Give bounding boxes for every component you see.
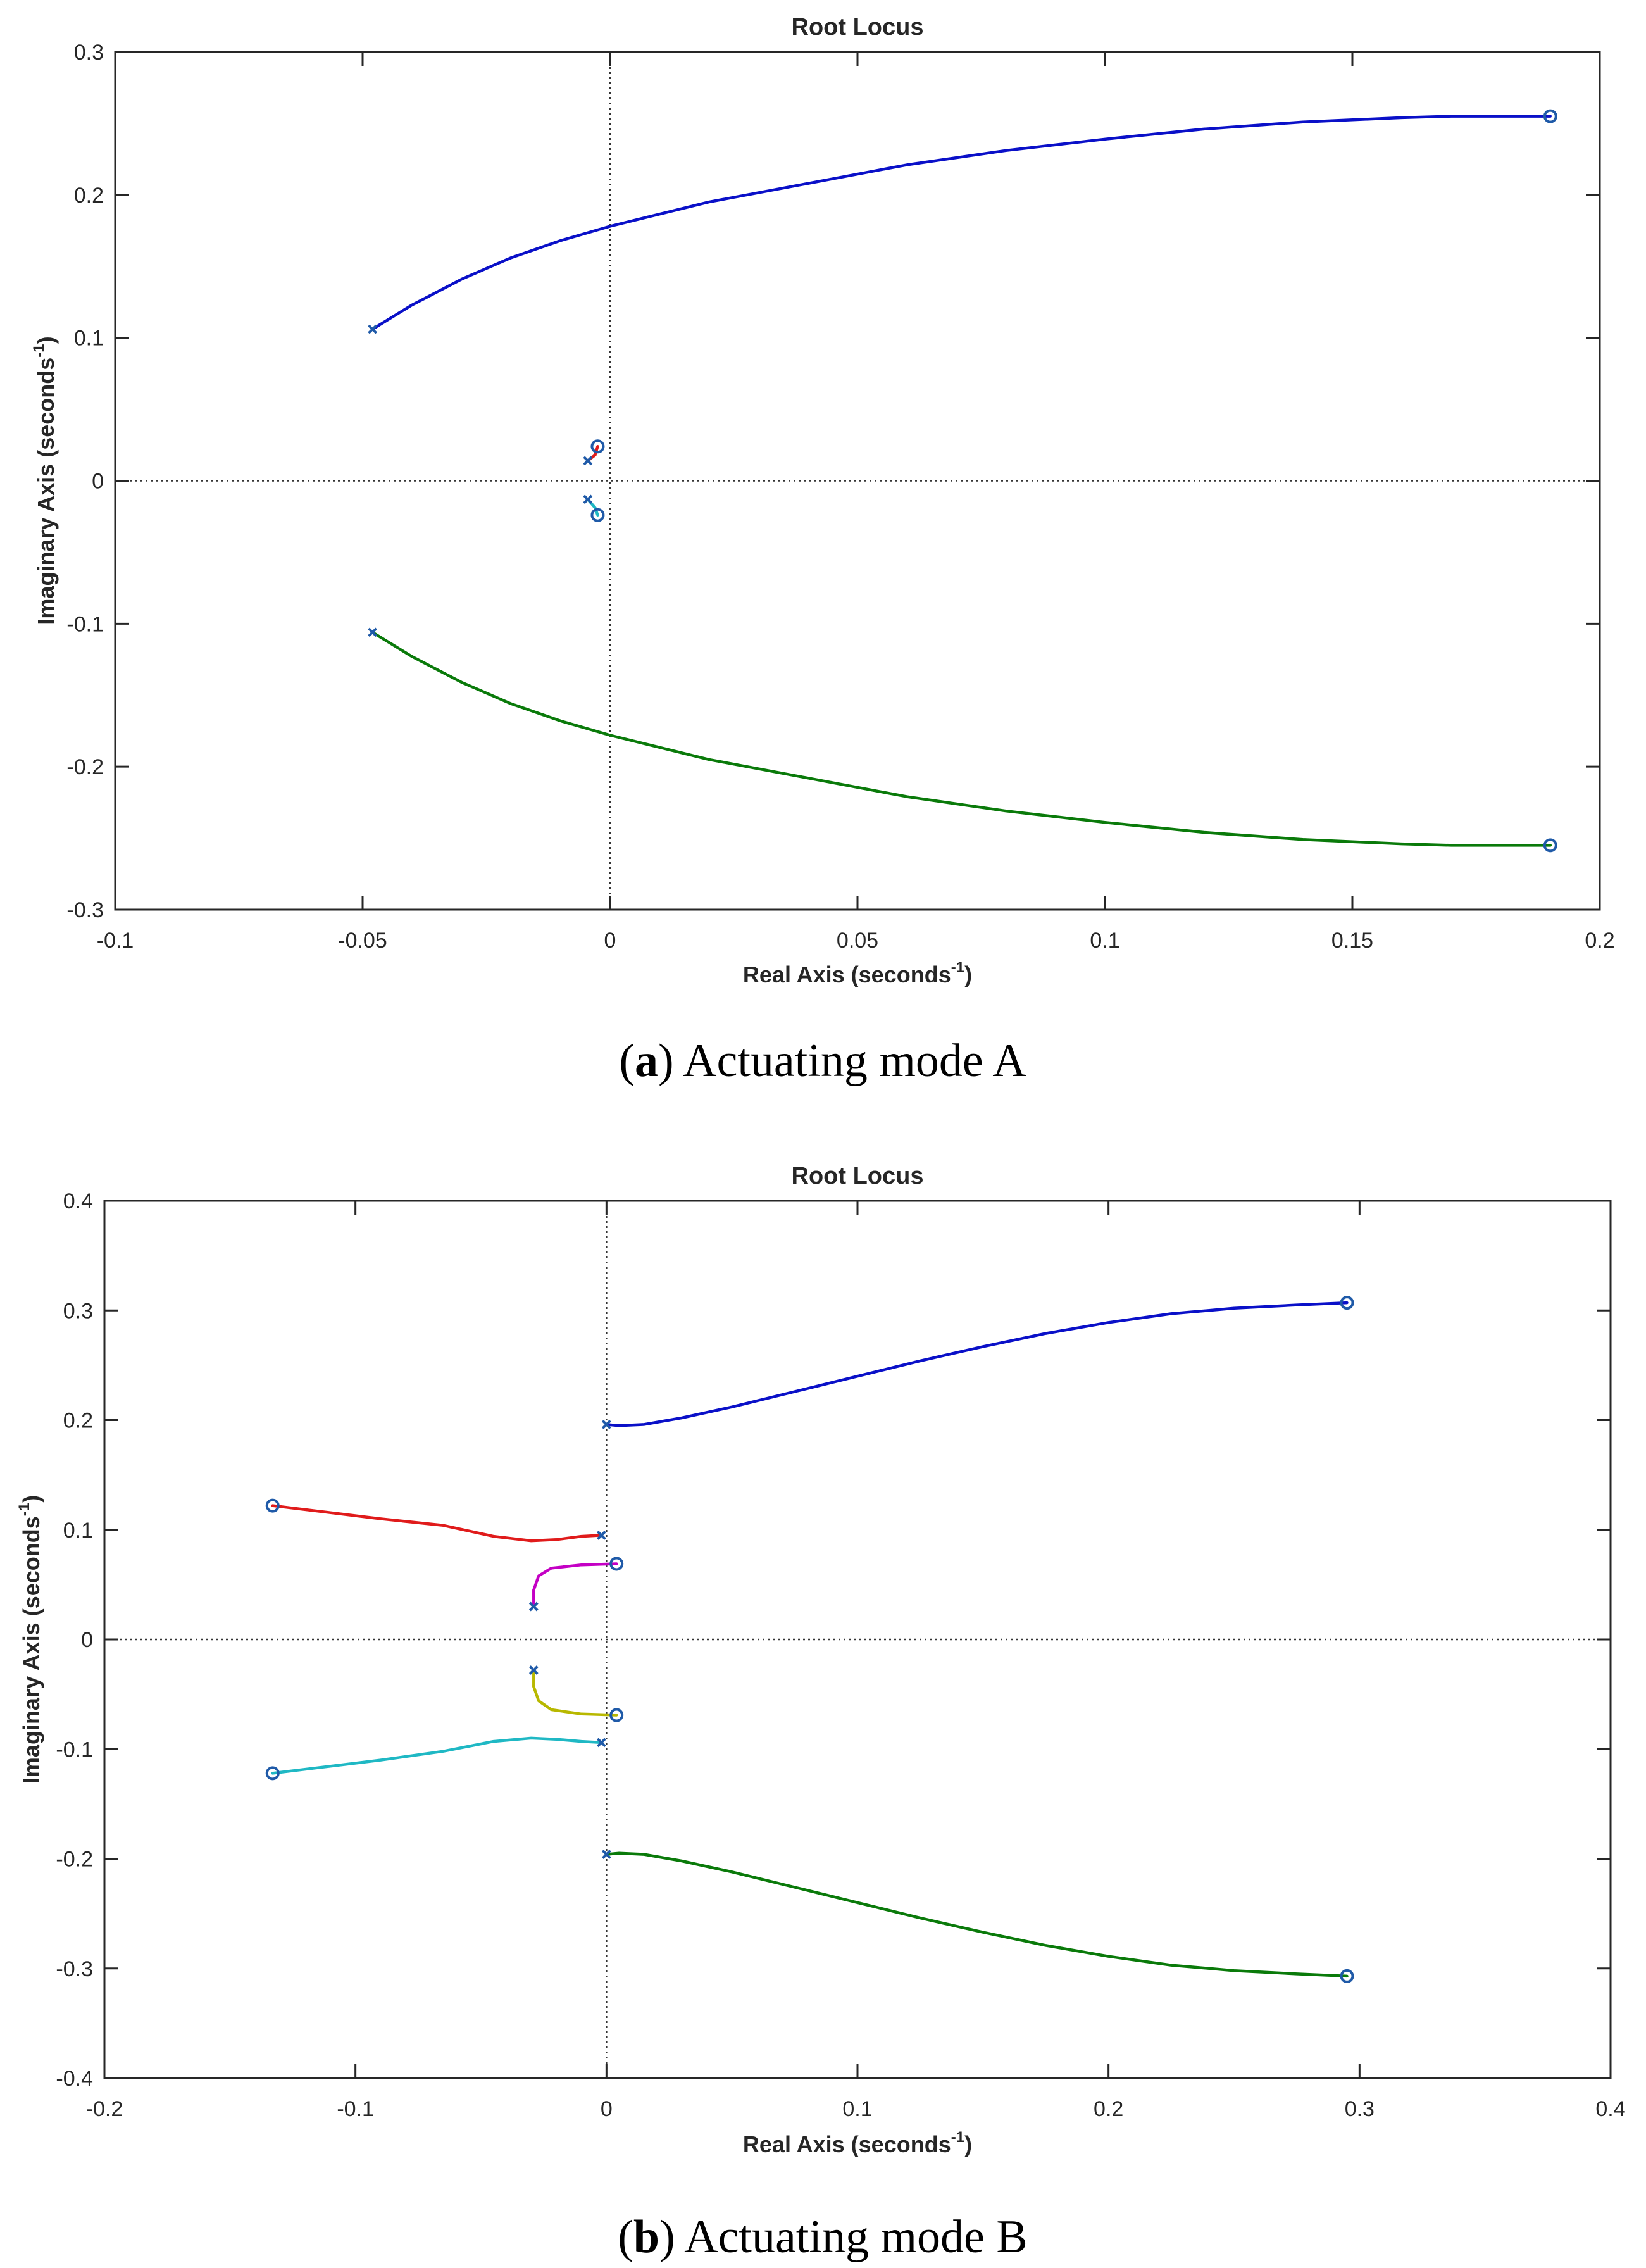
locus-branch-3 <box>532 1562 618 1608</box>
chart-2: -0.2 -0.1 0 0.1 0.2 0.3 0.4 -0.4 -0.3 -0.2 -0.1 0 0.… <box>16 1163 1626 2263</box>
caption-open: ( <box>618 2211 633 2263</box>
caption-open: ( <box>619 1035 635 1087</box>
y-tick-label: -0.2 <box>56 1848 93 1872</box>
zero-marker <box>609 1557 624 1571</box>
x-axis-label-sup: -1 <box>951 2129 964 2146</box>
caption-close: ) <box>659 2211 684 2263</box>
caption-text: Actuating mode A <box>683 1035 1026 1087</box>
zero-marker <box>1543 838 1557 853</box>
x-tick-label: 0 <box>604 929 616 953</box>
y-axis-label-sup: -1 <box>30 344 47 357</box>
y-axis-label: Imaginary Axis (seconds-1) <box>16 1495 44 1784</box>
y-axis-label-text: Imaginary Axis (seconds <box>18 1516 44 1784</box>
pole-marker <box>596 1738 606 1748</box>
caption-letter: b <box>633 2211 659 2263</box>
y-tick-label: -0.4 <box>56 2067 93 2091</box>
chart-title: Root Locus <box>792 14 924 41</box>
x-tick-label: 0.3 <box>1345 2097 1375 2121</box>
x-tick-label: 0.15 <box>1331 929 1373 953</box>
y-tick-label: 0.2 <box>74 184 104 208</box>
caption-letter: a <box>635 1035 658 1087</box>
zero-marker <box>590 439 605 454</box>
x-axis-label: Real Axis (seconds-1) <box>743 959 972 987</box>
chart-1: -0.1 -0.05 0 0.05 0.1 0.15 0.2 -0.3 -0.2 -0.1 0 0.1… <box>30 14 1615 1087</box>
y-tick-label: -0.1 <box>66 612 104 636</box>
x-tick-label: 0.4 <box>1595 2097 1625 2121</box>
y-axis-label-text: Imaginary Axis (seconds <box>33 358 59 625</box>
x-tick-label: 0.1 <box>842 2097 872 2121</box>
pole-marker <box>368 627 378 637</box>
x-tick-label: 0.1 <box>1090 929 1119 953</box>
locus-branch-2 <box>271 1504 603 1543</box>
figure-caption: (a) Actuating mode A <box>619 1035 1026 1087</box>
x-tick-label: -0.05 <box>338 929 387 953</box>
x-axis-label-close: ) <box>964 2131 972 2157</box>
y-tick-label: 0.4 <box>63 1189 93 1213</box>
zero-marker <box>1340 1296 1354 1310</box>
y-axis-label: Imaginary Axis (seconds-1) <box>30 336 59 625</box>
pole-marker <box>601 1420 611 1429</box>
x-tick-label: -0.2 <box>86 2097 123 2121</box>
y-tick-label: 0 <box>92 470 104 494</box>
pole-marker <box>583 494 593 504</box>
zero-marker <box>265 1498 280 1513</box>
y-tick-label: 0.1 <box>74 327 104 351</box>
y-tick-label: -0.1 <box>56 1738 93 1762</box>
locus-branch-1 <box>371 115 1552 331</box>
x-tick-label: -0.1 <box>337 2097 374 2121</box>
y-tick-label: 0 <box>81 1628 93 1652</box>
pole-marker <box>528 1601 539 1612</box>
x-axis-label-text: Real Axis (seconds <box>743 962 951 987</box>
zero-marker <box>1543 109 1557 123</box>
x-axis-label-sup: -1 <box>951 959 964 976</box>
locus-branch-5 <box>271 1736 603 1775</box>
y-tick-label: 0.3 <box>74 41 104 65</box>
y-tick-label: 0.1 <box>63 1519 93 1543</box>
y-axis-label-close: ) <box>33 336 59 344</box>
x-axis-label-close: ) <box>964 962 972 987</box>
y-tick-label: -0.3 <box>66 898 104 922</box>
caption-text: Actuating mode B <box>684 2211 1028 2263</box>
pole-marker <box>601 1850 611 1859</box>
chart-title: Root Locus <box>792 1163 924 1189</box>
pole-marker <box>583 456 593 466</box>
zero-marker <box>1340 1969 1354 1983</box>
x-tick-label: 0.2 <box>1094 2097 1123 2121</box>
zero-marker <box>609 1708 624 1722</box>
x-axis-label: Real Axis (seconds-1) <box>743 2129 972 2157</box>
y-tick-label: 0.2 <box>63 1409 93 1433</box>
x-axis-label-text: Real Axis (seconds <box>743 2131 951 2157</box>
x-tick-label: 0.05 <box>837 929 878 953</box>
plot-area <box>104 1201 1611 2078</box>
figure-caption: (b) Actuating mode B <box>618 2211 1027 2263</box>
pole-marker <box>528 1665 539 1675</box>
x-tick-label: 0 <box>601 2097 613 2121</box>
locus-branch-4 <box>371 630 1552 847</box>
pole-marker <box>596 1530 606 1540</box>
zero-marker <box>265 1766 280 1781</box>
caption-close: ) <box>658 1035 683 1087</box>
locus-branch-1 <box>605 1301 1349 1427</box>
y-tick-label: 0.3 <box>63 1299 93 1323</box>
y-axis-label-close: ) <box>18 1495 44 1503</box>
x-tick-label: -0.1 <box>97 929 134 953</box>
y-axis-label-sup: -1 <box>16 1503 33 1516</box>
zero-marker <box>590 508 605 522</box>
locus-branch-6 <box>605 1851 1349 1978</box>
locus-branch-4 <box>532 1669 618 1717</box>
y-tick-label: -0.3 <box>56 1957 93 1981</box>
x-tick-label: 0.2 <box>1585 929 1614 953</box>
y-tick-label: -0.2 <box>66 755 104 779</box>
pole-marker <box>368 324 378 334</box>
